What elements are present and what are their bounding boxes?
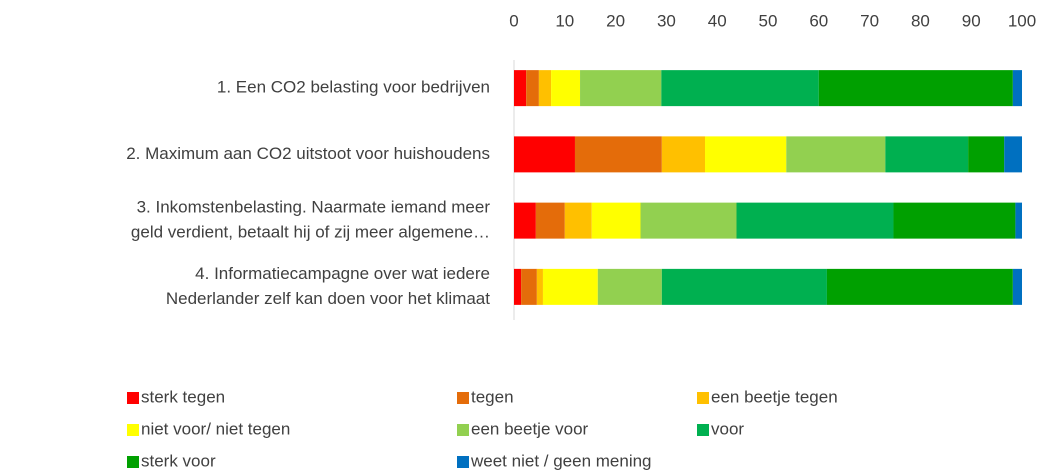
legend-swatch bbox=[127, 392, 139, 404]
bar-segment bbox=[542, 268, 598, 305]
bar-segment bbox=[521, 268, 537, 305]
legend-swatch bbox=[457, 456, 469, 468]
bar-segment bbox=[564, 202, 592, 239]
bar-segment bbox=[514, 136, 575, 173]
bar-segment bbox=[885, 136, 969, 173]
bar-segment bbox=[661, 70, 819, 107]
legend-swatch bbox=[127, 424, 139, 436]
y-tick-label: 1. Een CO2 belasting voor bedrijven bbox=[217, 78, 490, 97]
x-tick-label: 80 bbox=[911, 11, 930, 30]
x-tick-label: 10 bbox=[555, 11, 574, 30]
bar-segment bbox=[893, 202, 1016, 239]
bar-segment bbox=[1015, 202, 1022, 239]
y-tick-label: 4. Informatiecampagne over wat iedere bbox=[195, 264, 490, 283]
bar-segment bbox=[514, 202, 536, 239]
legend-label: een beetje tegen bbox=[711, 387, 838, 406]
x-tick-label: 60 bbox=[809, 11, 828, 30]
bar-segment bbox=[526, 70, 539, 107]
bar-segment bbox=[551, 70, 581, 107]
bar-segment bbox=[661, 268, 827, 305]
y-tick-label: 2. Maximum aan CO2 uitstoot voor huishou… bbox=[126, 144, 490, 163]
x-tick-label: 90 bbox=[962, 11, 981, 30]
legend-swatch bbox=[697, 392, 709, 404]
x-tick-label: 0 bbox=[509, 11, 518, 30]
bar-segment bbox=[1012, 70, 1022, 107]
bar-segment bbox=[580, 70, 662, 107]
x-tick-label: 100 bbox=[1008, 11, 1036, 30]
legend-label: voor bbox=[711, 419, 744, 438]
bar-segment bbox=[574, 136, 662, 173]
bar-segment bbox=[591, 202, 641, 239]
bar-segment bbox=[1012, 268, 1022, 305]
legend-label: tegen bbox=[471, 387, 514, 406]
y-tick-label: 3. Inkomstenbelasting. Naarmate iemand m… bbox=[137, 198, 491, 217]
bar-segment bbox=[597, 268, 662, 305]
bar-segment bbox=[535, 202, 565, 239]
bar-segment bbox=[514, 268, 522, 305]
bar-segment bbox=[640, 202, 737, 239]
legend-label: een beetje voor bbox=[471, 419, 589, 438]
bar-segment bbox=[818, 70, 1013, 107]
bar-segment bbox=[1004, 136, 1022, 173]
bar-segment bbox=[514, 70, 527, 107]
bar-segment bbox=[661, 136, 706, 173]
bar-segment bbox=[786, 136, 886, 173]
legend-label: weet niet / geen mening bbox=[470, 451, 652, 470]
legend-swatch bbox=[457, 424, 469, 436]
bar-segment bbox=[968, 136, 1005, 173]
legend-swatch bbox=[697, 424, 709, 436]
bar-segment bbox=[536, 268, 543, 305]
x-tick-label: 50 bbox=[759, 11, 778, 30]
legend-swatch bbox=[127, 456, 139, 468]
x-tick-label: 70 bbox=[860, 11, 879, 30]
y-tick-label: geld verdient, betaalt hij of zij meer a… bbox=[131, 223, 490, 242]
bar-segment bbox=[705, 136, 787, 173]
legend-label: sterk voor bbox=[141, 451, 216, 470]
x-tick-label: 30 bbox=[657, 11, 676, 30]
bar-segment bbox=[736, 202, 894, 239]
x-tick-label: 40 bbox=[708, 11, 727, 30]
legend-label: sterk tegen bbox=[141, 387, 225, 406]
bar-segment bbox=[826, 268, 1013, 305]
x-tick-label: 20 bbox=[606, 11, 625, 30]
y-tick-label: Nederlander zelf kan doen voor het klima… bbox=[166, 289, 490, 308]
bar-segment bbox=[538, 70, 552, 107]
legend-swatch bbox=[457, 392, 469, 404]
legend-label: niet voor/ niet tegen bbox=[141, 419, 290, 438]
